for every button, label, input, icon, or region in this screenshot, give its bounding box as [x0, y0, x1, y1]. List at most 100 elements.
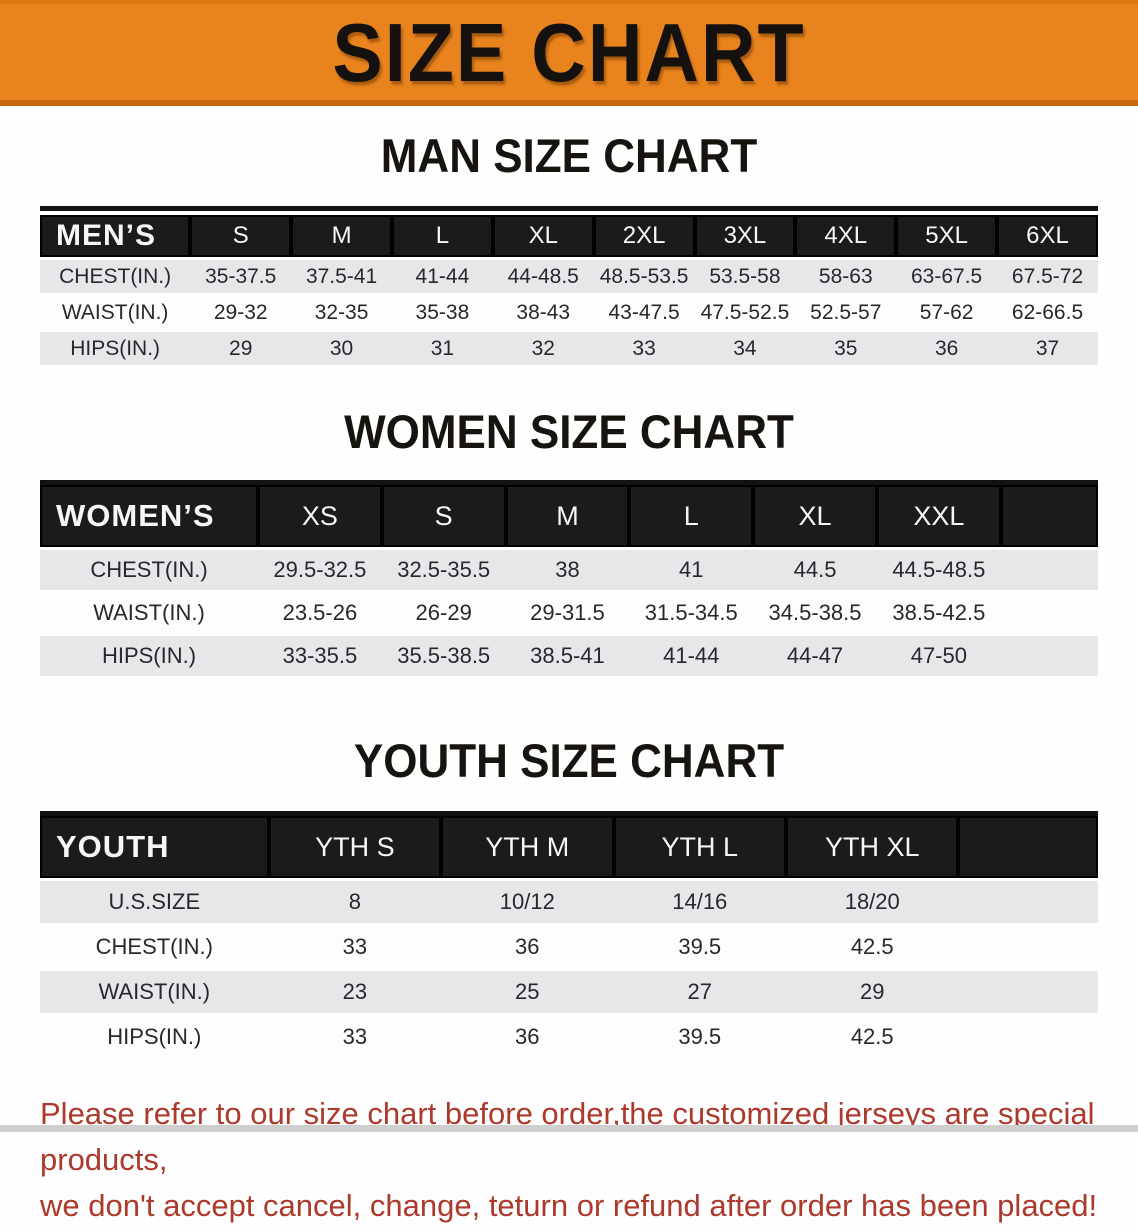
size-value-cell: 32 [492, 332, 594, 365]
size-value-cell: 44-48.5 [492, 260, 594, 293]
women-table-wrap: WOMEN’S XS S M L XL XXL CHEST(IN.) 29.5-32.5 32.5… [40, 480, 1098, 679]
row-filler-cell [958, 926, 1098, 968]
size-value-cell: 36 [441, 926, 614, 968]
youth-table-wrap: YOUTH YTH S YTH M YTH L YTH XL U.S.SIZE 8 10/12… [40, 811, 1098, 1061]
measurement-row: U.S.SIZE 8 10/12 14/16 18/20 [40, 881, 1098, 923]
row-label-cell: CHEST(IN.) [40, 550, 259, 590]
size-column-header: YTH XL [786, 816, 959, 878]
table-header-row: YOUTH YTH S YTH M YTH L YTH XL [40, 816, 1098, 878]
size-column-header: YTH S [268, 816, 442, 878]
table-title-cell: YOUTH [40, 816, 269, 878]
measurement-row: CHEST(IN.) 29.5-32.5 32.5-35.5 38 41 44.5 44.5… [40, 550, 1098, 590]
size-value-cell: 42.5 [786, 926, 959, 968]
size-value-cell: 35 [795, 332, 897, 365]
size-chart-banner: SIZE CHART [0, 0, 1138, 106]
row-filler-cell [958, 1016, 1098, 1058]
size-value-cell: 38 [505, 550, 630, 590]
size-value-cell: 23.5-26 [258, 593, 382, 633]
size-value-cell: 41-44 [629, 636, 754, 676]
size-value-cell: 26-29 [381, 593, 506, 633]
youth-size-table: YOUTH YTH S YTH M YTH L YTH XL U.S.SIZE 8 10/12… [40, 813, 1098, 1061]
size-value-cell: 37 [997, 332, 1098, 365]
header-filler-cell [958, 816, 1098, 878]
youth-section-heading: YOUTH SIZE CHART [353, 735, 785, 788]
size-value-cell: 8 [268, 881, 442, 923]
size-value-cell: 33 [268, 1016, 442, 1058]
size-value-cell: 34.5-38.5 [753, 593, 877, 633]
women-table-topline [40, 480, 1098, 485]
size-value-cell: 29.5-32.5 [258, 550, 382, 590]
measurement-row: CHEST(IN.) 33 36 39.5 42.5 [40, 926, 1098, 968]
row-label-cell: HIPS(IN.) [40, 636, 259, 676]
size-value-cell: 35-37.5 [190, 260, 292, 293]
size-column-header: L [629, 485, 754, 547]
size-column-header: 3XL [694, 215, 796, 257]
disclaimer-line-2: we don't accept cancel, change, teturn o… [40, 1188, 1098, 1223]
row-filler-cell [1000, 593, 1098, 633]
measurement-row: WAIST(IN.) 23.5-26 26-29 29-31.5 31.5-34.5 34… [40, 593, 1098, 633]
size-value-cell: 33 [593, 332, 695, 365]
size-value-cell: 39.5 [613, 1016, 786, 1058]
size-value-cell: 37.5-41 [291, 260, 392, 293]
size-value-cell: 44.5 [753, 550, 877, 590]
size-value-cell: 34 [694, 332, 796, 365]
measurement-row: HIPS(IN.) 33-35.5 35.5-38.5 38.5-41 41-44 44-… [40, 636, 1098, 676]
mens-size-table: MEN’S S M L XL 2XL 3XL 4XL 5XL 6XL CHEST(IN.) 35-37… [40, 212, 1098, 368]
row-filler-cell [958, 971, 1098, 1013]
row-label-cell: WAIST(IN.) [40, 593, 259, 633]
size-value-cell: 29-31.5 [505, 593, 630, 633]
table-header-row: WOMEN’S XS S M L XL XXL [40, 485, 1098, 547]
size-value-cell: 47-50 [876, 636, 1001, 676]
size-value-cell: 18/20 [786, 881, 959, 923]
size-value-cell: 52.5-57 [795, 296, 897, 329]
measurement-row: WAIST(IN.) 23 25 27 29 [40, 971, 1098, 1013]
size-column-header: XL [753, 485, 877, 547]
size-value-cell: 36 [441, 1016, 614, 1058]
women-section-heading: WOMEN SIZE CHART [344, 406, 794, 459]
size-column-header: S [190, 215, 292, 257]
order-disclaimer: Please refer to our size chart before or… [40, 1091, 1138, 1229]
row-label-cell: CHEST(IN.) [40, 260, 191, 293]
page-title: SIZE CHART [332, 5, 806, 99]
size-column-header: XL [492, 215, 594, 257]
row-label-cell: WAIST(IN.) [40, 296, 191, 329]
size-value-cell: 47.5-52.5 [694, 296, 796, 329]
row-label-cell: U.S.SIZE [40, 881, 269, 923]
size-value-cell: 23 [268, 971, 442, 1013]
disclaimer-line-1: Please refer to our size chart before or… [40, 1096, 1095, 1177]
size-value-cell: 35.5-38.5 [381, 636, 506, 676]
size-column-header: 6XL [997, 215, 1098, 257]
size-value-cell: 42.5 [786, 1016, 959, 1058]
size-value-cell: 33 [268, 926, 442, 968]
size-value-cell: 62-66.5 [997, 296, 1098, 329]
size-column-header: S [381, 485, 506, 547]
size-column-header: 2XL [593, 215, 695, 257]
size-value-cell: 31.5-34.5 [629, 593, 754, 633]
size-value-cell: 31 [391, 332, 493, 365]
womens-size-table: WOMEN’S XS S M L XL XXL CHEST(IN.) 29.5-32.5 32.5… [40, 482, 1098, 679]
size-value-cell: 32.5-35.5 [381, 550, 506, 590]
measurement-row: HIPS(IN.) 33 36 39.5 42.5 [40, 1016, 1098, 1058]
size-value-cell: 29 [786, 971, 959, 1013]
measurement-row: WAIST(IN.) 29-32 32-35 35-38 38-43 43-47.5 47.… [40, 296, 1098, 329]
size-value-cell: 48.5-53.5 [593, 260, 695, 293]
size-value-cell: 41 [629, 550, 754, 590]
size-value-cell: 27 [613, 971, 786, 1013]
size-column-header: M [505, 485, 630, 547]
size-value-cell: 38.5-41 [505, 636, 630, 676]
size-value-cell: 10/12 [441, 881, 614, 923]
size-value-cell: 44-47 [753, 636, 877, 676]
size-value-cell: 44.5-48.5 [876, 550, 1001, 590]
size-value-cell: 32-35 [291, 296, 392, 329]
size-value-cell: 29 [190, 332, 292, 365]
size-value-cell: 30 [291, 332, 392, 365]
youth-table-topline [40, 811, 1098, 816]
table-title-cell: MEN’S [40, 215, 191, 257]
size-column-header: M [291, 215, 392, 257]
size-value-cell: 57-62 [896, 296, 998, 329]
content-area: MAN SIZE CHART MEN’S S M L XL 2XL 3XL 4XL 5XL 6XL… [0, 130, 1138, 1061]
men-table-wrap: MEN’S S M L XL 2XL 3XL 4XL 5XL 6XL CHEST(IN.) 35-37… [40, 206, 1098, 368]
size-value-cell: 36 [896, 332, 998, 365]
size-column-header: L [391, 215, 493, 257]
size-value-cell: 41-44 [391, 260, 493, 293]
